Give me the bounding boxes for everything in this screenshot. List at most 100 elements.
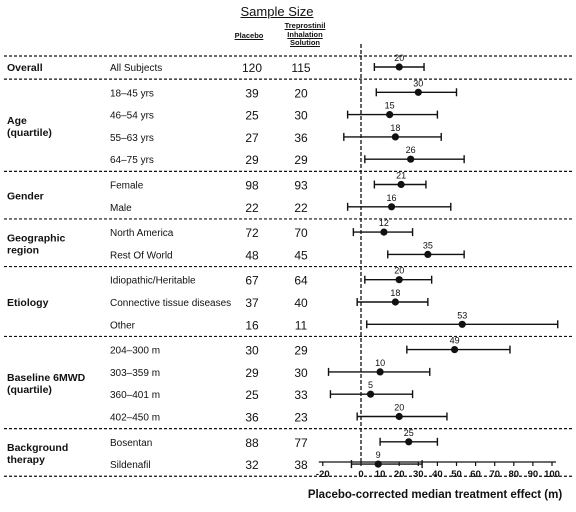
estimate-label: 5 — [368, 380, 373, 390]
estimate-label: 25 — [404, 428, 414, 438]
placebo-n: 27 — [245, 131, 259, 145]
treatment-n: 36 — [294, 131, 308, 145]
estimate-point — [414, 88, 422, 96]
estimate-label: 16 — [387, 193, 397, 203]
x-tick-label: -20 — [316, 469, 330, 480]
placebo-n: 48 — [245, 248, 259, 262]
placebo-n: 88 — [245, 436, 259, 450]
placebo-n: 30 — [245, 344, 259, 358]
estimate-label: 20 — [394, 403, 404, 413]
estimate-point — [405, 438, 413, 446]
treatment-n: 45 — [294, 248, 308, 262]
group-label: Age — [7, 115, 27, 127]
placebo-n: 120 — [242, 61, 262, 75]
estimate-point — [458, 320, 466, 328]
estimate-point — [376, 368, 384, 376]
group-label: Etiology — [7, 297, 49, 309]
treatment-n: 38 — [294, 458, 308, 472]
estimate-label: 49 — [450, 336, 460, 346]
placebo-n: 25 — [245, 388, 259, 402]
placebo-n: 67 — [245, 274, 259, 288]
subgroup-label: Connective tissue diseases — [110, 298, 231, 309]
subgroup-label: 303–359 m — [110, 368, 160, 379]
treatment-n: 22 — [294, 201, 308, 215]
group-label: (quartile) — [7, 127, 52, 139]
treatment-column-header-line: Solution — [290, 38, 320, 47]
treatment-n: 115 — [291, 61, 310, 75]
subgroup-label: Bosentan — [110, 438, 152, 449]
treatment-n: 29 — [294, 344, 308, 358]
estimate-label: 26 — [406, 145, 416, 155]
group-label: Overall — [7, 62, 43, 74]
x-tick-label: 80 — [509, 469, 520, 480]
estimate-point — [397, 180, 405, 189]
x-tick-label: 0 — [358, 469, 363, 480]
placebo-n: 98 — [245, 179, 259, 193]
estimate-point — [366, 390, 375, 398]
placebo-n: 36 — [245, 411, 259, 425]
estimate-point — [386, 111, 394, 119]
sample-size-title: Sample Size — [240, 4, 314, 19]
group-label: Background — [7, 442, 68, 454]
estimate-label: 30 — [413, 78, 423, 88]
placebo-n: 22 — [245, 201, 259, 215]
subgroup-label: Male — [110, 203, 132, 214]
subgroup-label: 360–401 m — [110, 390, 160, 401]
treatment-n: 77 — [294, 436, 308, 450]
x-tick-label: 40 — [432, 469, 443, 480]
treatment-n: 93 — [294, 179, 308, 193]
estimate-label: 21 — [396, 171, 406, 181]
x-tick-label: 50 — [451, 469, 462, 480]
group-label: (quartile) — [7, 384, 52, 396]
x-tick-label: 60 — [470, 469, 481, 480]
subgroup-label: 18–45 yrs — [110, 88, 154, 99]
estimate-label: 10 — [375, 358, 385, 368]
subgroup-label: 402–450 m — [110, 413, 160, 424]
treatment-n: 64 — [294, 274, 308, 288]
treatment-n: 33 — [294, 388, 308, 402]
treatment-column-header-line: Treprostinil — [284, 21, 326, 30]
estimate-point — [391, 298, 399, 306]
placebo-n: 72 — [245, 226, 259, 240]
estimate-label: 15 — [385, 101, 395, 111]
subgroup-label: 204–300 m — [110, 346, 160, 357]
x-tick-label: 90 — [528, 469, 539, 480]
treatment-n: 11 — [295, 318, 308, 332]
treatment-n: 30 — [294, 109, 308, 123]
placebo-n: 29 — [245, 153, 259, 167]
estimate-point — [387, 203, 396, 211]
estimate-point — [395, 412, 403, 421]
group-label: Gender — [7, 191, 44, 203]
subgroup-label: Rest Of World — [110, 250, 173, 261]
x-tick-label: 100 — [544, 469, 560, 480]
placebo-n: 25 — [245, 109, 259, 123]
group-label: region — [7, 244, 39, 256]
treatment-column-header: Treprostinil Inhalation Solution — [276, 21, 334, 48]
subgroup-label: 55–63 yrs — [110, 133, 154, 144]
group-label: Geographic — [7, 232, 66, 244]
estimate-point — [380, 228, 388, 236]
subgroup-label: Female — [110, 181, 144, 192]
x-tick-label: 10 — [375, 469, 386, 480]
estimate-label: 18 — [390, 123, 400, 133]
placebo-n: 37 — [245, 296, 259, 310]
x-tick-label: 70 — [489, 469, 500, 480]
estimate-point — [450, 346, 459, 354]
estimate-label: 35 — [423, 240, 433, 250]
subgroup-label: All Subjects — [110, 63, 162, 74]
estimate-point — [424, 250, 432, 258]
placebo-n: 32 — [245, 458, 259, 472]
subgroup-label: 64–75 yrs — [110, 155, 154, 166]
treatment-n: 20 — [294, 86, 308, 100]
estimate-label: 53 — [457, 310, 467, 320]
treatment-n: 30 — [294, 366, 308, 380]
group-label: Baseline 6MWD — [7, 372, 86, 384]
subgroup-label: North America — [110, 228, 174, 239]
treatment-n: 70 — [294, 226, 308, 240]
estimate-label: 20 — [394, 266, 404, 276]
x-axis-label: Placebo-corrected median treatment effec… — [307, 489, 563, 501]
estimate-label: 12 — [379, 218, 389, 228]
subgroup-label: Sildenafil — [110, 460, 151, 471]
group-label: therapy — [7, 454, 45, 466]
